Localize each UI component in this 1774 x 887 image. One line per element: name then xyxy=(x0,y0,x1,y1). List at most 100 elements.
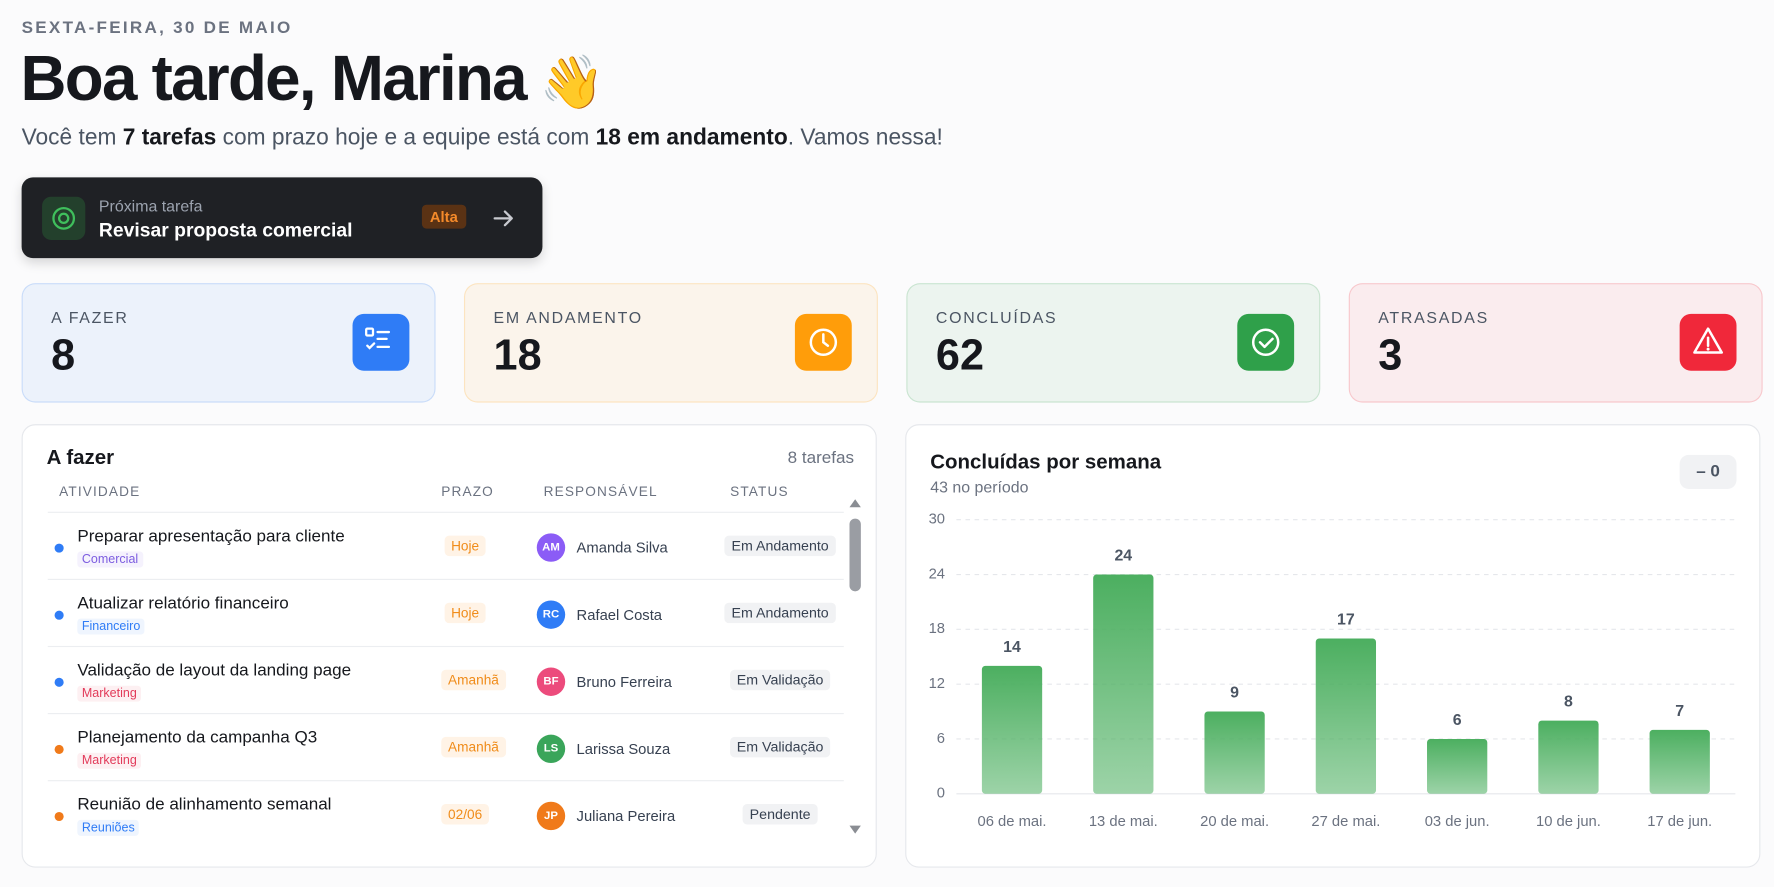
due-date: Amanhã xyxy=(441,669,506,691)
stat-label: CONCLUÍDAS xyxy=(935,308,1058,327)
stat-glyph xyxy=(1693,327,1723,354)
value-label: 24 xyxy=(1114,548,1132,565)
bar xyxy=(1093,574,1154,794)
stat-value: 62 xyxy=(935,332,984,380)
todo-title: A fazer xyxy=(46,445,115,469)
next-task-arrow[interactable] xyxy=(490,205,517,232)
status: Em Validação xyxy=(729,669,831,691)
status-pill: Em Andamento xyxy=(723,602,837,624)
x-tick-label: 10 de jun. xyxy=(1536,814,1601,830)
stat-icon xyxy=(1679,313,1737,371)
avatar: JP xyxy=(536,801,566,831)
status-pill: Em Andamento xyxy=(723,535,837,557)
column-header: ATIVIDADE xyxy=(59,483,141,500)
priority-dot xyxy=(54,610,64,620)
status: Em Andamento xyxy=(724,602,836,624)
assignee: Amanda Silva xyxy=(576,539,668,557)
todo-count: 8 tarefas xyxy=(787,448,855,468)
stat-label: ATRASADAS xyxy=(1378,308,1489,327)
due-date: Hoje xyxy=(444,535,486,557)
value-label: 7 xyxy=(1675,703,1684,720)
header-divider xyxy=(47,511,844,513)
bar xyxy=(1649,729,1710,794)
task-tag: Marketing xyxy=(77,752,142,769)
value-label: 14 xyxy=(1003,639,1021,656)
stat-icon xyxy=(352,313,410,371)
value-label: 8 xyxy=(1564,694,1573,711)
greeting-text: Boa tarde, Marina xyxy=(20,42,527,114)
summary-part: 18 em andamento xyxy=(595,125,788,151)
priority-dot xyxy=(54,677,64,687)
bar xyxy=(1538,720,1599,794)
y-tick-label: 18 xyxy=(929,621,945,637)
task-title: Preparar apresentação para cliente xyxy=(77,526,345,546)
priority-dot xyxy=(54,811,64,822)
due-pill: Amanhã xyxy=(441,669,506,691)
bar xyxy=(1427,738,1488,794)
stat-value: 3 xyxy=(1378,332,1403,380)
task-row[interactable]: Reunião de alinhamento semanal Reuniões 02… xyxy=(48,781,844,848)
status-pill: Em Validação xyxy=(723,736,837,758)
scrollbar[interactable] xyxy=(848,498,862,835)
y-tick-label: 24 xyxy=(929,566,945,582)
assignee: Juliana Pereira xyxy=(576,807,676,825)
avatar: RC xyxy=(536,600,566,629)
task-title: Planejamento da campanha Q3 xyxy=(77,727,318,748)
date: SEXTA-FEIRA, 30 DE MAIO xyxy=(21,18,293,38)
stat-icon xyxy=(794,313,852,371)
due-pill: Hoje xyxy=(441,535,489,557)
y-tick-label: 12 xyxy=(929,676,945,692)
due-date: Hoje xyxy=(444,602,486,624)
column-header: STATUS xyxy=(730,483,789,500)
status: Em Validação xyxy=(729,736,831,758)
task-title: Atualizar relatório financeiro xyxy=(77,593,289,613)
priority-badge: Alta xyxy=(421,204,466,229)
task-row[interactable]: Atualizar relatório financeiro Financeiro… xyxy=(47,580,844,648)
stat-label: A FAZER xyxy=(51,308,129,327)
bar xyxy=(1204,711,1265,794)
status-pill: Pendente xyxy=(723,804,837,825)
summary: Você tem 7 tarefas com prazo hoje e a eq… xyxy=(22,125,943,151)
next-task-label: Próxima tarefa xyxy=(98,196,203,215)
stat-card: EM ANDAMENTO 18 xyxy=(463,283,878,403)
stat-card: ATRASADAS 3 xyxy=(1348,283,1763,403)
task-row[interactable]: Planejamento da campanha Q3 Marketing Aman… xyxy=(47,714,844,782)
x-tick-label: 03 de jun. xyxy=(1425,814,1490,830)
value-label: 17 xyxy=(1337,611,1355,628)
scrollbar-graphic xyxy=(849,499,861,834)
stat-value: 8 xyxy=(51,332,76,380)
task-row[interactable]: Validação de layout da landing page Marke… xyxy=(47,647,844,715)
task-tag: Comercial xyxy=(77,551,143,568)
stat-value: 18 xyxy=(493,332,542,380)
x-tick-label: 13 de mai. xyxy=(1089,814,1158,830)
bar xyxy=(1315,638,1377,794)
y-tick-label: 0 xyxy=(937,786,945,802)
task-row[interactable]: Preparar apresentação para cliente Comerc… xyxy=(47,513,844,580)
y-tick-label: 30 xyxy=(929,512,945,528)
status: Em Andamento xyxy=(724,535,836,557)
value-label: 9 xyxy=(1230,685,1239,702)
summary-part: Você tem xyxy=(21,125,123,151)
stat-glyph xyxy=(365,327,391,350)
task-title: Reunião de alinhamento semanal xyxy=(77,794,332,815)
assignee: Bruno Ferreira xyxy=(576,673,672,691)
stat-glyph xyxy=(809,328,838,357)
assignee: Larissa Souza xyxy=(576,740,671,758)
task-title: Validação de layout da landing page xyxy=(77,660,352,681)
stat-glyph xyxy=(1251,328,1280,357)
next-task-icon xyxy=(42,196,86,240)
greeting: Boa tarde, Marina 👋 xyxy=(20,41,604,115)
status-pill: Em Validação xyxy=(723,669,837,691)
avatar: BF xyxy=(536,667,566,696)
next-task-card[interactable]: Próxima tarefa Revisar proposta comercial… xyxy=(21,177,543,259)
todo-card: A fazer 8 tarefas ATIVIDADE PRAZO RESPONSÁVE… xyxy=(21,424,877,868)
x-tick-label: 20 de mai. xyxy=(1200,814,1269,830)
stat-icon xyxy=(1237,313,1295,371)
column-header: PRAZO xyxy=(441,483,494,500)
y-tick-label: 6 xyxy=(937,731,945,747)
next-task-title: Revisar proposta comercial xyxy=(98,219,353,242)
priority-dot xyxy=(54,543,64,553)
due-pill: Amanhã xyxy=(441,736,506,758)
